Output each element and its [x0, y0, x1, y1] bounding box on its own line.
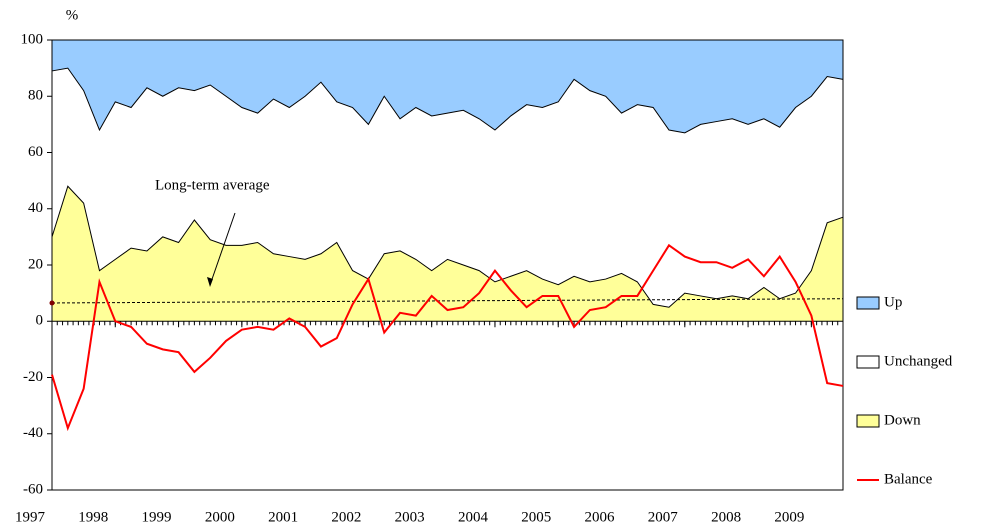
- annotation: Long-term average: [155, 177, 270, 193]
- x-tick-label: 2001: [268, 509, 298, 525]
- y-tick-label: -40: [23, 425, 43, 441]
- y-tick-label: 40: [28, 200, 43, 216]
- legend-label: Balance: [884, 471, 933, 487]
- area-edge: [51, 67, 844, 134]
- area: [52, 68, 843, 308]
- x-tick-label: 2005: [521, 509, 551, 525]
- x-tick-label: 2007: [648, 509, 679, 525]
- x-tick-label: 1998: [78, 509, 108, 525]
- x-tick-label: 2004: [458, 509, 489, 525]
- y-tick-label: -60: [23, 481, 43, 497]
- legend-label: Up: [884, 294, 902, 310]
- area: [52, 186, 843, 322]
- x-tick-label: 1999: [142, 509, 172, 525]
- legend-label: Down: [884, 412, 921, 428]
- legend-label: Unchanged: [884, 353, 953, 369]
- x-tick-label: 2000: [205, 509, 235, 525]
- x-tick-label: 2009: [774, 509, 804, 525]
- annotation-arrow: [209, 212, 236, 286]
- x-tick-label: 2003: [395, 509, 425, 525]
- legend-swatch: [856, 355, 880, 369]
- area: [52, 40, 843, 133]
- y-tick-label: 100: [21, 31, 44, 47]
- y-tick-label: 20: [28, 256, 43, 272]
- area-edge: [51, 185, 844, 308]
- x-tick-label: 2006: [585, 509, 616, 525]
- x-tick-label: 2008: [711, 509, 741, 525]
- average-line: [51, 298, 844, 304]
- legend-swatch: [856, 414, 880, 428]
- y-unit: %: [66, 7, 79, 23]
- y-tick-label: -20: [23, 369, 43, 385]
- x-tick-label: 1997: [15, 509, 46, 525]
- line: [51, 243, 844, 432]
- average-marker: [49, 300, 55, 306]
- y-tick-label: 60: [28, 144, 43, 160]
- y-tick-label: 0: [36, 313, 44, 329]
- legend-swatch: [856, 296, 880, 310]
- x-tick-label: 2002: [331, 509, 361, 525]
- y-tick-label: 80: [28, 88, 43, 104]
- annotation-arrowhead: [207, 277, 213, 287]
